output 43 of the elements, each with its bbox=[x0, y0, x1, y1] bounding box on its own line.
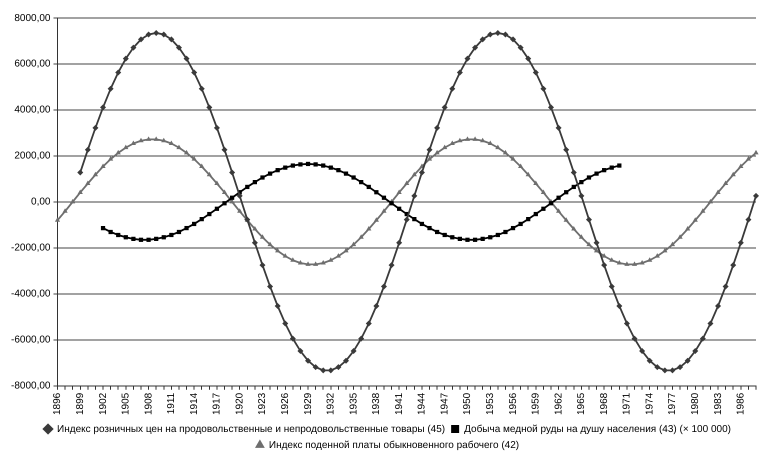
x-tick-label: 1938 bbox=[371, 392, 382, 416]
x-tick-label: 1914 bbox=[188, 392, 200, 416]
x-tick-label: 1929 bbox=[302, 392, 314, 416]
x-tick-label: 1968 bbox=[598, 392, 610, 416]
x-tick-label: 1980 bbox=[690, 392, 702, 416]
x-tick-label: 1953 bbox=[485, 392, 496, 416]
y-tick-label: -4000,00 bbox=[10, 288, 51, 300]
legend-label: Индекс розничных цен на продовольственные и непродовольственные товары (45) bbox=[57, 424, 446, 435]
x-tick-label: 1899 bbox=[75, 392, 86, 416]
y-tick-label: 4000,00 bbox=[14, 104, 51, 116]
x-tick-label: 1965 bbox=[576, 392, 588, 416]
x-tick-label: 1944 bbox=[416, 392, 428, 416]
x-tick-label: 1923 bbox=[257, 392, 268, 416]
x-tick-label: 1926 bbox=[280, 392, 292, 416]
x-tick-label: 1977 bbox=[667, 392, 678, 416]
x-tick-label: 1971 bbox=[622, 392, 633, 416]
x-tick-label: 1896 bbox=[52, 392, 64, 416]
x-tick-label: 1911 bbox=[166, 392, 178, 414]
x-tick-label: 1932 bbox=[326, 392, 337, 416]
x-tick-label: 1917 bbox=[212, 392, 223, 416]
legend-label: Индекс поденной платы обыкновенного рабочего (42) bbox=[268, 440, 520, 451]
x-tick-label: 1956 bbox=[508, 392, 519, 416]
x-tick-label: 1986 bbox=[736, 392, 747, 416]
x-tick-label: 1935 bbox=[348, 392, 360, 416]
x-tick-label: 1950 bbox=[462, 392, 474, 416]
x-tick-label: 1941 bbox=[394, 392, 405, 416]
y-tick-label: 0,00 bbox=[31, 196, 51, 208]
x-tick-label: 1983 bbox=[712, 392, 724, 416]
x-tick-label: 1962 bbox=[553, 392, 564, 416]
y-tick-label: -8000,00 bbox=[10, 380, 51, 392]
y-tick-label: 8000,00 bbox=[14, 12, 51, 24]
x-tick-label: 1920 bbox=[234, 392, 246, 416]
y-tick-label: -6000,00 bbox=[10, 334, 51, 346]
y-tick-label: 6000,00 bbox=[14, 58, 51, 70]
y-tick-label: 2000,00 bbox=[14, 150, 51, 162]
x-tick-label: 1959 bbox=[530, 392, 542, 416]
y-tick-label: -2000,00 bbox=[10, 242, 51, 254]
legend-label: Добыча медной руды на душу населения (43) (× 100 000) bbox=[464, 424, 731, 435]
x-tick-label: 1902 bbox=[98, 392, 109, 416]
x-tick-label: 1905 bbox=[120, 392, 132, 416]
x-tick-label: 1947 bbox=[439, 392, 450, 416]
x-tick-label: 1974 bbox=[644, 392, 656, 416]
x-tick-label: 1908 bbox=[143, 392, 154, 416]
